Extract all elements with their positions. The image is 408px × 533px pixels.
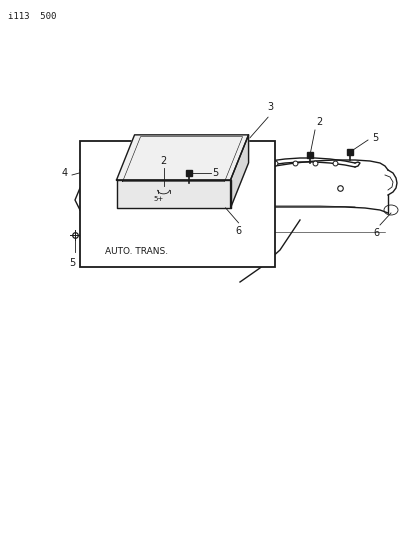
Polygon shape — [117, 180, 231, 208]
Text: 5: 5 — [69, 258, 75, 268]
Text: 6: 6 — [235, 226, 242, 236]
Text: 2: 2 — [160, 156, 167, 166]
Text: i113  500: i113 500 — [8, 12, 56, 21]
Text: 5: 5 — [213, 168, 219, 178]
Polygon shape — [231, 135, 248, 208]
Text: 5+: 5+ — [153, 196, 164, 202]
Text: 2: 2 — [316, 117, 322, 127]
Bar — [80, 141, 275, 266]
Polygon shape — [117, 135, 248, 180]
Text: 5: 5 — [200, 205, 206, 215]
Text: 5: 5 — [372, 133, 378, 143]
Text: 6: 6 — [373, 228, 379, 238]
Text: 4: 4 — [62, 168, 68, 178]
Text: 1: 1 — [130, 235, 136, 245]
Text: 3: 3 — [267, 102, 273, 112]
Text: AUTO. TRANS.: AUTO. TRANS. — [104, 247, 168, 256]
